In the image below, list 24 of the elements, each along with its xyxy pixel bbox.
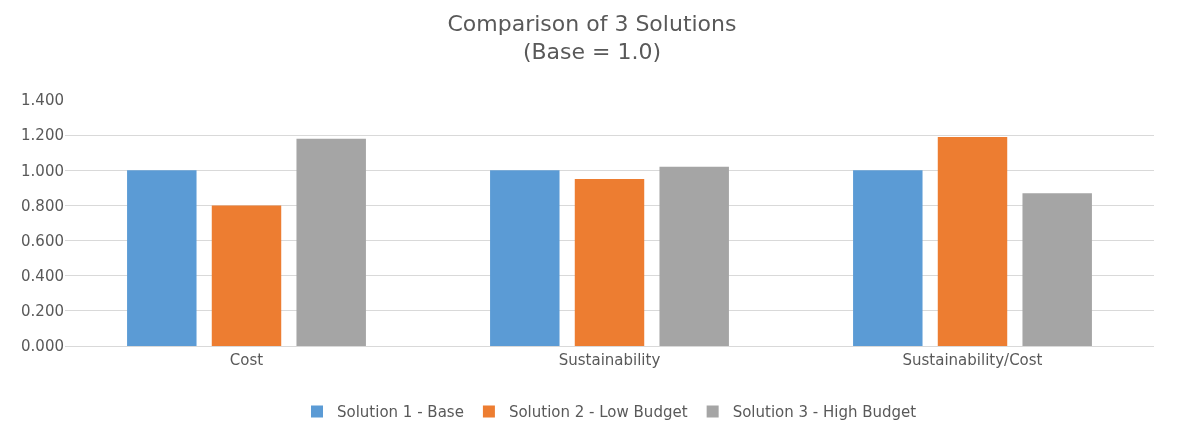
bar [296,138,366,346]
x-tick-label: Sustainability [558,351,661,369]
y-tick-label: 0.400 [21,266,64,285]
y-tick-label: 0.800 [21,196,64,215]
bar [574,179,645,346]
bar [659,166,729,346]
x-tick-label: Sustainability/Cost [902,351,1043,369]
legend-label: Solution 3 - High Budget [732,403,917,422]
y-tick-label: 1.400 [21,91,64,110]
x-tick-label: Cost [229,351,264,369]
bar [490,170,560,346]
y-tick-label: 0.600 [21,231,64,250]
y-tick-label: 1.000 [21,161,64,180]
y-tick-label: 0.200 [21,302,64,321]
y-tick-label: 0.000 [21,337,64,356]
bar [1022,193,1092,346]
chart-title: Comparison of 3 Solutions (Base = 1.0) [447,10,737,65]
bar [853,170,923,346]
bar [127,170,197,346]
legend-label: Solution 2 - Low Budget [508,403,688,422]
bar [937,136,1008,346]
legend-label: Solution 1 - Base [337,403,464,422]
y-tick-label: 1.200 [21,126,64,145]
bar [211,205,282,346]
